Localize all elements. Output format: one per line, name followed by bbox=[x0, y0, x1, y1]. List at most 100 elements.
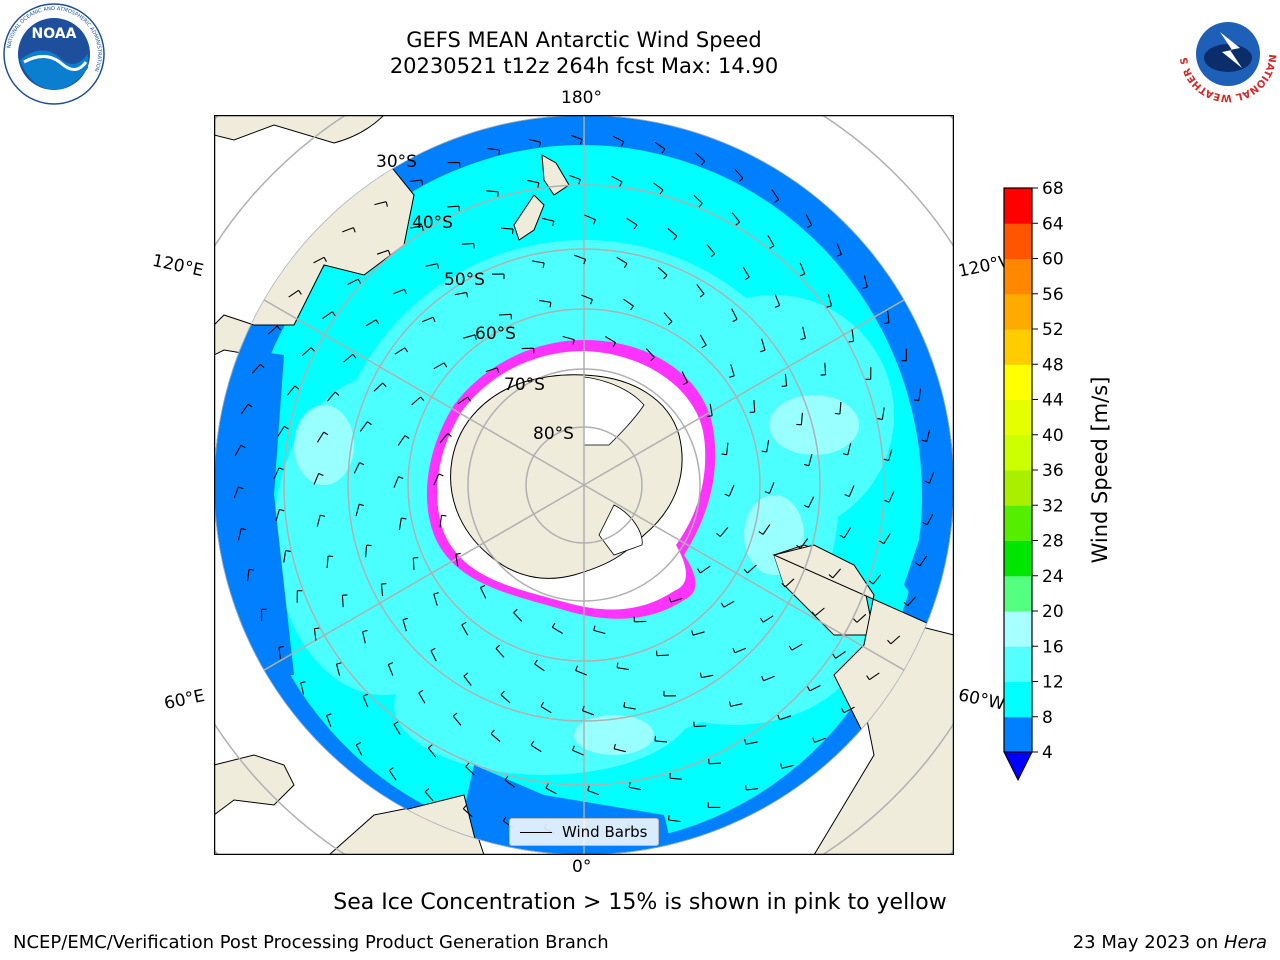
wind-barb-shaft bbox=[605, 336, 616, 344]
wind-barb-shaft bbox=[839, 401, 842, 415]
wind-barb-shaft bbox=[802, 326, 806, 339]
wind-barb-shaft bbox=[681, 371, 688, 383]
map-frame bbox=[214, 115, 954, 855]
wind-barb-shaft bbox=[393, 476, 400, 488]
colorbar-tick-label: 36 bbox=[1042, 461, 1064, 481]
chart-title: GEFS MEAN Antarctic Wind Speed bbox=[406, 28, 762, 52]
wind-barb-shaft bbox=[628, 786, 642, 791]
wind-barb-flag bbox=[430, 647, 436, 652]
wind-barb-flag bbox=[663, 274, 668, 280]
wind-barb-flag bbox=[774, 199, 780, 203]
wind-barb-flag bbox=[336, 662, 342, 665]
colorbar-tick-label: 12 bbox=[1042, 673, 1064, 693]
wind-barb-flag bbox=[612, 342, 617, 348]
wind-barb-flag bbox=[545, 783, 549, 789]
wind-barb-flag bbox=[807, 224, 812, 228]
wind-barb-shaft bbox=[439, 515, 442, 528]
wind-barb-shaft bbox=[611, 175, 623, 183]
legend-label: Wind Barbs bbox=[562, 823, 648, 841]
wind-barb-shaft bbox=[843, 706, 855, 714]
wind-barb-flag bbox=[623, 263, 628, 269]
wind-barb-flag bbox=[724, 493, 730, 497]
wind-barb-shaft bbox=[342, 227, 354, 233]
wind-barb-shaft bbox=[362, 695, 369, 708]
wind-barb-shaft bbox=[233, 486, 240, 499]
wind-barb-flag bbox=[759, 617, 764, 623]
wind-barb-flag bbox=[578, 179, 581, 185]
wind-barb-flag bbox=[682, 381, 688, 386]
colorbar-tick-label: 28 bbox=[1042, 532, 1064, 552]
wind-barb-shaft bbox=[534, 663, 545, 672]
wind-barb-flag bbox=[388, 767, 394, 771]
wind-barb-shaft bbox=[454, 291, 467, 296]
wind-barb-flag bbox=[673, 235, 678, 241]
wind-barb-shaft bbox=[774, 294, 781, 306]
wind-barb-flag bbox=[884, 322, 890, 324]
wind-barb-flag bbox=[667, 321, 673, 326]
wind-barb-flag bbox=[375, 319, 380, 325]
colorbar-block bbox=[1004, 188, 1032, 224]
wind-barb-flag bbox=[699, 293, 705, 298]
colorbar-blocks bbox=[1004, 188, 1032, 753]
wind-barb-shaft bbox=[286, 385, 296, 396]
wind-barb-flag bbox=[367, 421, 372, 426]
wind-barb-shaft bbox=[500, 227, 514, 230]
wind-barb-flag bbox=[465, 762, 470, 767]
wind-barb-shaft bbox=[847, 443, 852, 456]
wind-barb-shaft bbox=[433, 362, 445, 370]
wind-barb-shaft bbox=[463, 334, 476, 339]
wind-barb-shaft bbox=[373, 382, 384, 392]
colorbar-tick-label: 68 bbox=[1042, 180, 1064, 199]
wind-barb-shaft bbox=[562, 335, 575, 341]
colorbar-block bbox=[1004, 540, 1032, 577]
wind-barb-shaft bbox=[365, 545, 368, 558]
wind-barb-flag bbox=[732, 647, 736, 653]
wind-barb-shaft bbox=[617, 667, 629, 671]
wind-barb-flag bbox=[398, 476, 404, 480]
wind-barb-shaft bbox=[528, 138, 541, 143]
colorbar-tick-label: 52 bbox=[1042, 320, 1064, 340]
wind-barb-shaft bbox=[805, 214, 813, 226]
wind-barb-shaft bbox=[824, 362, 827, 375]
wind-barb-shaft bbox=[734, 647, 747, 654]
wind-barb-shaft bbox=[781, 764, 794, 769]
wind-barb-shaft bbox=[593, 629, 606, 635]
wind-barb-shaft bbox=[763, 675, 775, 682]
wind-barb-shaft bbox=[657, 266, 668, 276]
wind-barb-flag bbox=[659, 189, 664, 195]
wind-barb-shaft bbox=[800, 412, 803, 425]
wind-barb-shaft bbox=[762, 524, 771, 535]
wind-barb-shaft bbox=[808, 454, 813, 466]
wind-barb-shaft bbox=[706, 244, 716, 255]
wind-barb-shaft bbox=[656, 654, 669, 657]
lat-label-60: 60°S bbox=[475, 324, 516, 344]
wind-barb-flag bbox=[388, 662, 394, 666]
wind-barb-shaft bbox=[575, 669, 587, 676]
colorbar-block bbox=[1004, 681, 1032, 718]
wind-barb-flag bbox=[474, 334, 477, 340]
colorbar-block bbox=[1004, 293, 1032, 330]
noaa-logo: NOAA NATIONAL OCEANIC AND ATMOSPHERIC AD… bbox=[3, 3, 105, 105]
wind-barb-flag bbox=[613, 743, 616, 749]
wind-barb-flag bbox=[248, 568, 255, 571]
colorbar-block bbox=[1004, 611, 1032, 647]
wind-barb-shaft bbox=[465, 766, 475, 776]
wind-barb-shaft bbox=[380, 584, 384, 597]
wind-barb-shaft bbox=[313, 256, 325, 264]
wind-barb-flag bbox=[447, 433, 452, 438]
wind-barb-flag bbox=[862, 286, 868, 289]
longitude-gridlines bbox=[214, 115, 954, 855]
wind-barb-flag bbox=[285, 550, 291, 552]
wind-barb-shaft bbox=[696, 284, 705, 295]
colorbar-block bbox=[1004, 258, 1032, 295]
wind-barb-shaft bbox=[526, 179, 540, 184]
wind-barb-flag bbox=[549, 302, 552, 308]
wind-barb-shaft bbox=[699, 565, 711, 574]
noaa-logo-text: NOAA bbox=[32, 26, 77, 42]
wind-barb-flag bbox=[654, 735, 657, 741]
wind-barb-flag bbox=[498, 149, 501, 156]
wind-barb-flag bbox=[462, 804, 468, 810]
wind-barb-shaft bbox=[495, 648, 505, 658]
wind-barb-shaft bbox=[907, 596, 917, 607]
lat-label-50: 50°S bbox=[444, 270, 485, 290]
